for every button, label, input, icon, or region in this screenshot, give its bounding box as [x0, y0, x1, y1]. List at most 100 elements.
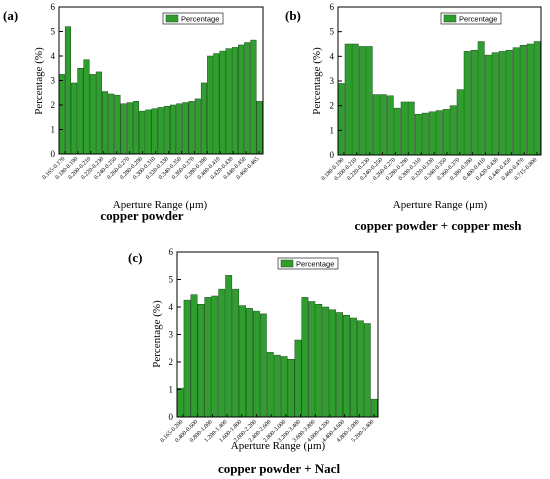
bar [197, 304, 205, 418]
bar [225, 275, 233, 418]
y-tick-label: 3 [51, 76, 56, 86]
bar [421, 112, 429, 156]
y-tick-label: 1 [330, 125, 335, 135]
bar [157, 107, 164, 155]
bar [213, 53, 220, 155]
bar [200, 82, 208, 155]
bar [266, 352, 274, 418]
bar [428, 111, 436, 156]
bar [400, 101, 408, 156]
bar [239, 305, 246, 418]
y-tick-label: 1 [169, 385, 174, 395]
y-tick-label: 5 [51, 27, 56, 37]
bar [358, 46, 366, 156]
bar [219, 50, 226, 155]
y-tick-label: 3 [169, 330, 174, 340]
bar [64, 26, 72, 155]
panel-label: (a) [3, 8, 18, 23]
panel-label: (c) [128, 250, 142, 265]
bar [365, 46, 373, 156]
bar [71, 82, 78, 155]
bar [463, 51, 471, 156]
y-tick-label: 4 [51, 51, 56, 61]
y-tick-label: 1 [51, 125, 56, 135]
legend-box [277, 257, 339, 270]
bar [163, 105, 170, 155]
bar [246, 308, 253, 418]
y-axis-label: Percentage (%) [311, 47, 323, 115]
chart-panel: 01234560.165-0.1700.180-0.1900.200-0.210… [3, 2, 264, 223]
bar [477, 41, 485, 156]
bar [231, 47, 238, 155]
bar [407, 101, 415, 156]
legend-box [440, 12, 502, 25]
y-tick-label: 2 [51, 100, 56, 110]
bar [95, 71, 102, 155]
bar [344, 43, 352, 156]
bar [225, 48, 232, 155]
bar [337, 83, 345, 156]
panel-caption: copper powder [100, 208, 183, 223]
y-tick-label: 6 [330, 2, 335, 12]
chart-panel: 01234560.180-0.1900.200-0.2100.220-0.230… [285, 2, 542, 233]
chart-panel: 01234560.165-0.2000.400-0.6000.800-1.000… [128, 247, 379, 476]
bar [145, 109, 152, 155]
bar [491, 52, 499, 156]
legend-label: Percentage [296, 260, 334, 269]
x-axis-label: Aperture Range (μm) [113, 199, 208, 211]
bar [372, 94, 380, 156]
x-axis-label: Aperture Range (μm) [231, 440, 326, 452]
legend-label: Percentage [459, 15, 497, 24]
legend-swatch [280, 259, 294, 268]
y-tick-label: 5 [330, 27, 335, 37]
bar [108, 93, 115, 155]
bar [470, 49, 478, 156]
bar [512, 47, 520, 156]
y-tick-label: 5 [169, 275, 174, 285]
bar [315, 304, 323, 418]
y-tick-label: 4 [330, 51, 335, 61]
y-axis-label: Percentage (%) [33, 47, 45, 115]
bar [393, 107, 401, 156]
panel-caption: copper powder + copper mesh [354, 218, 522, 233]
bar [386, 95, 394, 156]
bar [329, 309, 337, 418]
y-tick-label: 6 [51, 2, 56, 12]
bar [120, 103, 127, 155]
bar [188, 101, 195, 155]
bar [83, 59, 90, 155]
bar [139, 110, 146, 155]
bar [484, 54, 492, 156]
panel-caption: copper powder + Nacl [218, 461, 341, 476]
bar [207, 55, 214, 155]
bar [379, 94, 387, 156]
legend-label: Percentage [181, 15, 219, 24]
bar [102, 91, 109, 155]
bar [356, 320, 364, 418]
bar [435, 110, 443, 156]
bar [280, 356, 288, 418]
bar [204, 297, 212, 418]
bar [273, 354, 281, 418]
bar [498, 51, 506, 156]
y-tick-label: 0 [330, 150, 335, 160]
bar [363, 323, 371, 418]
bar [442, 109, 450, 156]
bar [114, 94, 121, 155]
bar [322, 306, 330, 418]
y-tick-label: 2 [330, 101, 335, 111]
bar [351, 43, 359, 156]
panel-label: (b) [285, 8, 301, 23]
bar [533, 41, 541, 156]
bar [176, 387, 184, 418]
bar [252, 310, 260, 418]
bar [176, 103, 183, 155]
bar [336, 312, 343, 418]
legend-swatch [165, 14, 179, 23]
bar [259, 313, 267, 418]
bar [77, 68, 84, 155]
bar [256, 101, 263, 155]
bar [294, 339, 302, 418]
bar [244, 42, 251, 155]
